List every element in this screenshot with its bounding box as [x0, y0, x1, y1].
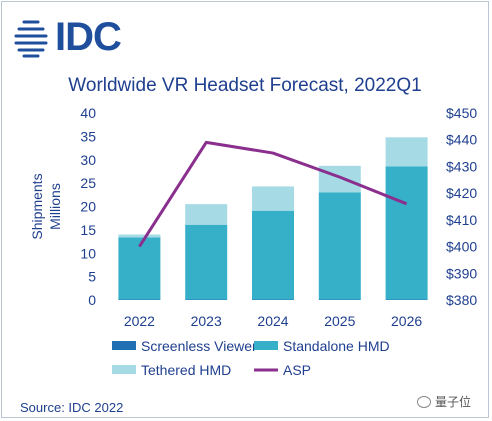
chart-area: 0510152025303540$380$390$400$410$420$430…: [29, 105, 477, 378]
bar-standalone-hmd: [385, 166, 428, 300]
y-tick-label: 0: [88, 292, 96, 308]
y-tick-label: 10: [80, 245, 96, 261]
x-tick-label: 2025: [324, 313, 355, 329]
x-tick-label: 2022: [124, 313, 155, 329]
bar-tethered-hmd: [252, 186, 294, 211]
legend-label: Screenless Viewer: [141, 338, 257, 354]
y2-tick-label: $440: [446, 132, 477, 148]
y-tick-label: 40: [80, 105, 96, 121]
x-tick-label: 2026: [391, 313, 422, 329]
y-tick-label: 20: [80, 199, 96, 215]
bar-tethered-hmd: [318, 165, 361, 193]
y-tick-label: 15: [80, 222, 96, 238]
source-note: Source: IDC 2022: [20, 400, 124, 415]
idc-logo: IDC: [10, 14, 130, 60]
x-tick-label: 2023: [191, 313, 222, 329]
asp-line: [138, 140, 408, 248]
logo-text: IDC: [55, 15, 122, 59]
bar-standalone-hmd: [185, 224, 228, 300]
y2-tick-label: $450: [446, 105, 477, 121]
bar-standalone-hmd: [118, 237, 161, 300]
y-axis-label: Millions: [47, 183, 63, 230]
y-tick-label: 25: [80, 175, 96, 191]
legend-swatch: [254, 341, 278, 350]
y2-tick-label: $420: [446, 185, 477, 201]
globe-icon: [14, 20, 48, 58]
bar-tethered-hmd: [185, 204, 228, 225]
watermark: 量子位: [417, 393, 471, 410]
bar-standalone-hmd: [252, 210, 294, 300]
y2-tick-label: $390: [446, 265, 477, 281]
legend-label: Tethered HMD: [141, 362, 231, 378]
y-tick-label: 5: [88, 269, 96, 285]
x-tick-label: 2024: [257, 313, 288, 329]
y2-tick-label: $430: [446, 158, 477, 174]
legend-swatch: [112, 341, 136, 350]
chart-title: Worldwide VR Headset Forecast, 2022Q1: [68, 75, 422, 96]
bar-tethered-hmd: [385, 137, 428, 167]
y-axis-label: Shipments: [29, 173, 45, 239]
legend-label: Standalone HMD: [283, 338, 390, 354]
legend-label: ASP: [283, 362, 311, 378]
y2-tick-label: $380: [446, 292, 477, 308]
bar-tethered-hmd: [118, 234, 161, 238]
wechat-icon: [417, 395, 431, 408]
y2-tick-label: $400: [446, 239, 477, 255]
y2-tick-label: $410: [446, 212, 477, 228]
watermark-text: 量子位: [435, 395, 472, 409]
bar-standalone-hmd: [318, 192, 361, 300]
y-tick-label: 30: [80, 152, 96, 168]
y-tick-label: 35: [80, 128, 96, 144]
legend-swatch: [112, 365, 136, 374]
